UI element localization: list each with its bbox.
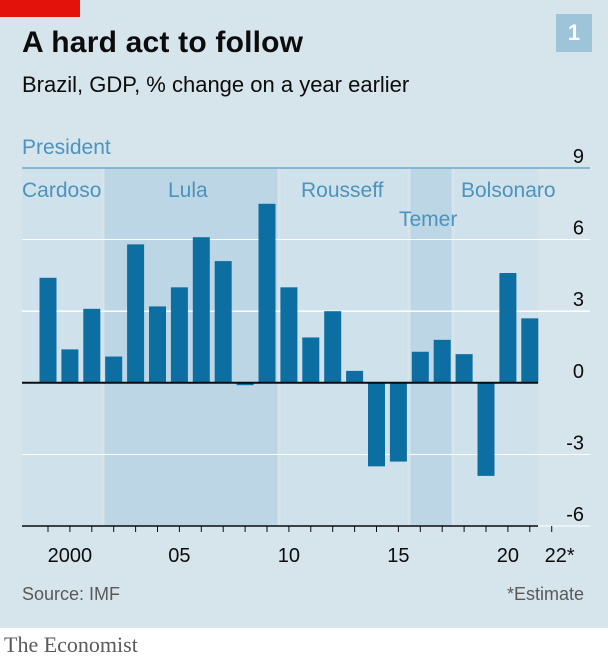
bar-2007 <box>214 261 232 383</box>
bar-1999 <box>39 277 57 383</box>
bar-2018 <box>455 354 473 383</box>
bar-2006 <box>192 237 210 383</box>
bar-2012 <box>324 311 342 383</box>
chart-title: A hard act to follow <box>22 26 304 59</box>
x-tick-label: 05 <box>168 545 190 567</box>
y-tick-label: -6 <box>566 504 584 526</box>
bar-2003 <box>127 244 145 383</box>
bar-2014 <box>368 382 385 467</box>
estimate-footnote: *Estimate <box>506 584 584 604</box>
x-tick-label: 15 <box>387 545 409 567</box>
bar-2008 <box>236 382 254 386</box>
x-tick-label: 10 <box>278 545 300 567</box>
president-name-lula: Lula <box>168 179 208 202</box>
president-name-cardoso: Cardoso <box>22 179 101 202</box>
x-tick-label: 22* <box>545 545 575 567</box>
president-name-rousseff: Rousseff <box>301 179 384 202</box>
y-tick-label: 3 <box>573 289 584 311</box>
bar-2011 <box>302 337 320 383</box>
red-tag <box>0 0 80 17</box>
brand-logo: The Economist <box>4 632 138 657</box>
y-tick-label: 9 <box>573 146 584 168</box>
y-tick-label: 0 <box>573 361 584 383</box>
x-tick-label: 20 <box>497 545 519 567</box>
president-name-temer: Temer <box>399 208 457 231</box>
bar-2017 <box>433 339 451 383</box>
bar-2016 <box>411 351 429 383</box>
bar-2002 <box>105 356 123 383</box>
bar-2015 <box>389 382 407 462</box>
bar-2000 <box>61 349 79 383</box>
president-band-rousseff <box>279 168 409 526</box>
chart-number-badge: 1 <box>556 14 592 52</box>
bar-2005 <box>170 287 188 383</box>
y-tick-label: 6 <box>573 218 584 240</box>
president-label: President <box>22 136 111 159</box>
y-tick-label: -3 <box>566 432 584 454</box>
source-note: Source: IMF <box>22 584 121 604</box>
bar-2001 <box>83 308 101 383</box>
bar-2004 <box>149 306 166 383</box>
bar-2021 <box>521 318 539 383</box>
bar-2013 <box>346 370 364 383</box>
bar-2019 <box>477 382 495 476</box>
bar-2010 <box>280 287 298 383</box>
bar-chart: President Cardoso Lula Rousseff TemerBolsona… <box>22 136 590 567</box>
bar-2020 <box>499 273 517 383</box>
x-tick-label: 2000 <box>48 545 93 567</box>
chart-subtitle: Brazil, GDP, % change on a year earlier <box>22 72 410 97</box>
president-name-bolsonaro: Bolsonaro <box>461 179 556 202</box>
bar-2009 <box>258 203 276 383</box>
